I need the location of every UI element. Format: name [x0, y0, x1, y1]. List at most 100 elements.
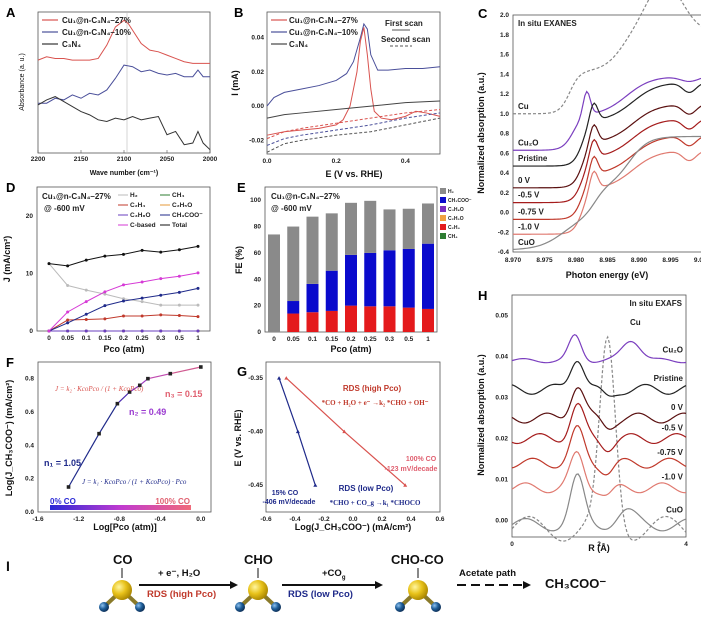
series-line-cu-n-c-n-10-second-scan [266, 112, 441, 146]
series-segment [147, 373, 171, 380]
data-point-ch-coo [140, 296, 144, 300]
x-tick-label: 4 [684, 541, 688, 548]
data-point-ch-coo [84, 312, 88, 316]
data-point-total [84, 258, 88, 262]
legend-swatch [440, 206, 446, 212]
curve-label-0-v: 0 V [671, 403, 684, 412]
panel-label-i: I [6, 558, 10, 574]
chart-title: In situ EXAFS [630, 299, 683, 308]
y-axis-label: Absorbance (a. u.) [19, 53, 26, 111]
y-tick-label: 1.6 [500, 52, 509, 59]
x-tick-label: 2100 [117, 156, 132, 163]
data-point-total [196, 244, 200, 248]
panel-g-chart: G -0.6 -0.4 -0.2 0.0 0.2 0.4 0.6 -0.35 -0.40 -0.4… [233, 361, 445, 532]
data-point-h [196, 303, 200, 307]
data-point-ch-coo [122, 299, 125, 303]
y-tick-label: 0.4 [500, 170, 509, 177]
series-line-cuo [512, 135, 701, 251]
legend-entry: C₃N₄ [289, 40, 308, 49]
panel-label-b: B [234, 5, 243, 20]
data-point [115, 401, 120, 406]
data-point-c-based [177, 274, 181, 278]
panel-g-frame [265, 361, 441, 513]
data-point [168, 371, 173, 376]
data-point-c-h [177, 313, 181, 317]
x-tick-label: 0.4 [406, 516, 415, 523]
data-point-100-co [403, 483, 408, 487]
y-axis-label: FE (%) [234, 246, 244, 274]
bar-ch-coo-0.2 [345, 254, 357, 306]
x-axis-label: Log(J_CH₃COO⁻) (mA/cm²) [295, 522, 411, 532]
y-tick-label: 1.8 [500, 32, 509, 39]
y-tick-label: -0.02 [249, 137, 264, 144]
x-tick-label: 0.2 [346, 336, 355, 343]
curve-label-cu-o: Cu₂O [518, 138, 538, 147]
x-axis-label: Wave number (cm⁻¹) [90, 170, 158, 177]
step2-rds-label: RDS (low Pco) [288, 589, 353, 600]
bar-h-0.15 [325, 213, 338, 271]
data-point-h [122, 297, 125, 301]
step1-conditions: + e⁻, H₂O [158, 568, 201, 579]
series-line-pristine [512, 83, 701, 167]
x-tick-label: 0.2 [332, 158, 341, 165]
series-segment [68, 433, 100, 488]
x-tick-label: 2050 [160, 156, 175, 163]
x-tick-label: 0.05 [287, 336, 300, 343]
slope-100-co: -123 mV/decade [385, 466, 438, 473]
bar-h-0.1 [306, 216, 319, 284]
x-tick-label: 0.2 [377, 516, 386, 523]
bar-ch-coo-1 [422, 243, 434, 309]
y-tick-label: 40 [254, 276, 262, 283]
x-tick-label: 0.05 [61, 335, 74, 342]
y-tick-label: -0.35 [248, 375, 263, 382]
data-point-c-based [122, 283, 125, 287]
step2-subscript: g [341, 574, 346, 581]
series-segment [170, 366, 201, 375]
panel-label-e: E [237, 180, 246, 195]
series-line-0-75-v [511, 425, 687, 476]
bar-ch-coo-0.15 [325, 270, 338, 311]
y-tick-label: 2.0 [500, 12, 509, 19]
bar-h-1 [422, 203, 434, 244]
y-tick-label: 0 [29, 328, 33, 335]
legend-entry: C₃H₈O [448, 207, 464, 213]
data-point-15-co [277, 376, 282, 380]
equation-low: *CHO + CO_g →k₁ *CHOCO [330, 499, 421, 507]
x-tick-label: 2000 [203, 156, 218, 163]
data-point [66, 485, 71, 489]
legend-swatch [440, 233, 446, 239]
x-axis-label: E (V vs. RHE) [325, 169, 382, 179]
data-point-c-h [159, 313, 163, 317]
legend-entry: Cu₁@n-C₃N₄–27% [289, 16, 358, 25]
data-point [146, 376, 150, 381]
y-tick-label: 20 [26, 213, 34, 220]
curve-label-cuo: CuO [666, 505, 683, 514]
y-axis-label: I (mA) [230, 70, 240, 96]
legend-first-scan: First scan [385, 19, 423, 28]
data-point-ch-coo [103, 304, 107, 308]
legend-swatch [440, 197, 446, 203]
data-point-15-co [313, 483, 318, 487]
series-line-pristine [511, 361, 687, 397]
y-tick-label: 0.2 [500, 190, 509, 197]
x-tick-label: 9.000 [694, 257, 701, 264]
data-point-15-co [295, 429, 300, 434]
bar-c-h-0.05 [287, 313, 300, 332]
y-tick-label: 60 [254, 250, 262, 257]
series-line-cu [512, 0, 701, 115]
label-15-co: 15% CO [272, 490, 299, 497]
series-line-cu-n-c-n-10-first-scan [266, 22, 441, 107]
bar-c-h-0.2 [345, 305, 357, 332]
y-tick-label: 0.0 [25, 509, 34, 516]
reaction-scheme: I [0, 548, 701, 626]
panel-label-d: D [6, 180, 15, 195]
x-tick-label: 2150 [74, 156, 89, 163]
curve-label-pristine: Pristine [518, 154, 548, 163]
data-point-c-based [196, 271, 200, 275]
series-line-cu-o [511, 333, 687, 364]
legend-entry: C₃N₄ [62, 40, 81, 49]
bar-c-h-0.3 [383, 306, 396, 332]
x-tick-label: 2200 [31, 156, 46, 163]
annotation-sample: Cu₁@n-C₃N₄–27% [271, 192, 340, 201]
panel-label-a: A [6, 5, 16, 20]
